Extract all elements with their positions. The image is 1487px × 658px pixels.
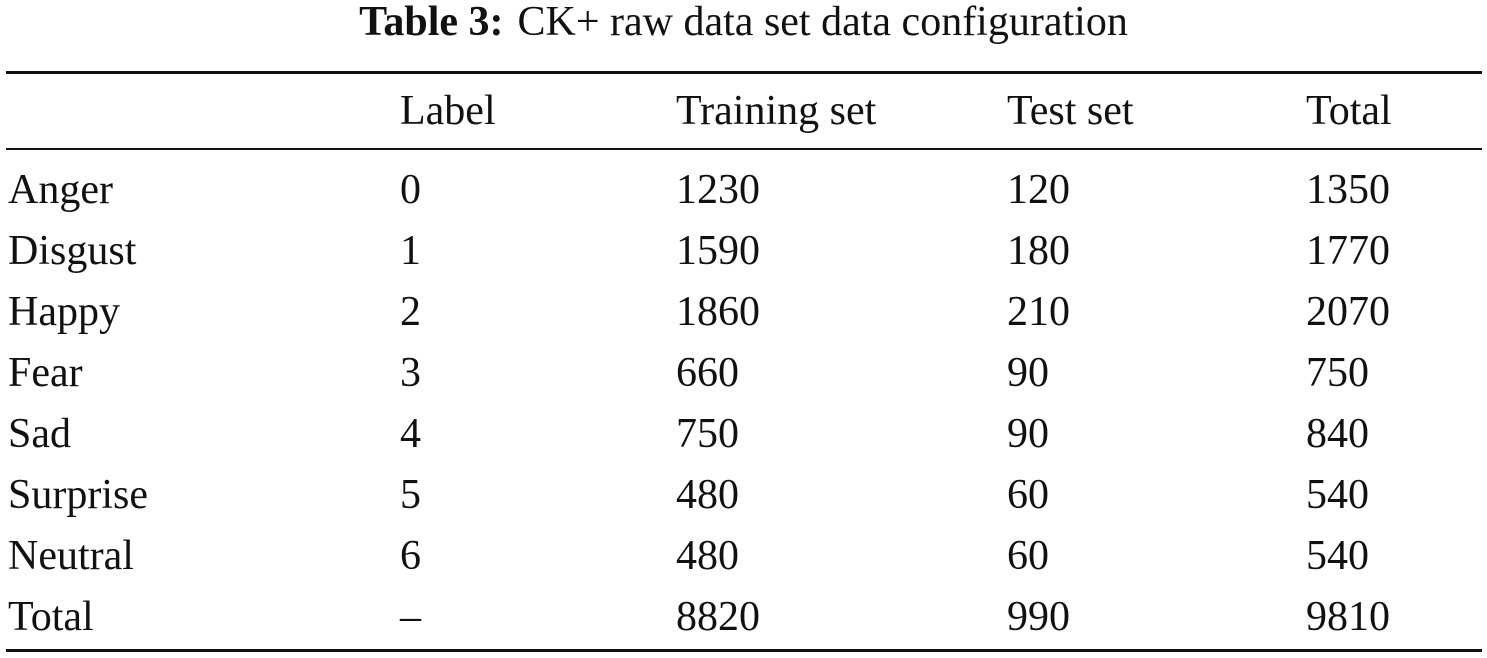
row-label: Happy xyxy=(8,289,120,335)
row-label: Surprise xyxy=(8,472,148,518)
table-cell: 2070 xyxy=(1306,289,1390,335)
row-label: Fear xyxy=(8,350,83,396)
header-cell: Label xyxy=(400,88,496,134)
table-cell: 180 xyxy=(1007,228,1070,274)
table-cell: 990 xyxy=(1007,594,1070,640)
table-cell: 1860 xyxy=(676,289,760,335)
top-rule xyxy=(6,71,1482,74)
table-cell: 750 xyxy=(1306,350,1369,396)
caption-label: Table 3: xyxy=(359,0,504,45)
table-cell: 90 xyxy=(1007,411,1049,457)
table-cell: 540 xyxy=(1306,472,1369,518)
table-cell: 8820 xyxy=(676,594,760,640)
table-cell: 4 xyxy=(400,411,421,457)
mid-rule xyxy=(6,148,1482,150)
table-cell: 60 xyxy=(1007,472,1049,518)
header-cell: Test set xyxy=(1007,88,1134,134)
row-label: Sad xyxy=(8,411,71,457)
caption: Table 3: CK+ raw data set data configurat… xyxy=(0,0,1487,44)
table-cell: 60 xyxy=(1007,533,1049,579)
table-cell: 1770 xyxy=(1306,228,1390,274)
table-cell: 480 xyxy=(676,533,739,579)
row-label: Total xyxy=(8,594,94,640)
table-cell: 210 xyxy=(1007,289,1070,335)
table-cell: 750 xyxy=(676,411,739,457)
table-cell: 660 xyxy=(676,350,739,396)
row-label: Anger xyxy=(8,167,113,213)
table-cell: – xyxy=(400,594,421,640)
bottom-rule xyxy=(6,649,1482,652)
table-cell: 1590 xyxy=(676,228,760,274)
table-cell: 540 xyxy=(1306,533,1369,579)
table-cell: 6 xyxy=(400,533,421,579)
table-cell: 1230 xyxy=(676,167,760,213)
table-cell: 5 xyxy=(400,472,421,518)
row-label: Disgust xyxy=(8,228,137,274)
caption-text: CK+ raw data set data configuration xyxy=(517,0,1128,45)
header-cell: Training set xyxy=(676,88,877,134)
row-label: Neutral xyxy=(8,533,134,579)
table-cell: 3 xyxy=(400,350,421,396)
table-cell: 480 xyxy=(676,472,739,518)
table-cell: 1 xyxy=(400,228,421,274)
table-cell: 840 xyxy=(1306,411,1369,457)
header-cell: Total xyxy=(1306,88,1392,134)
table-cell: 9810 xyxy=(1306,594,1390,640)
table-cell: 90 xyxy=(1007,350,1049,396)
table-cell: 120 xyxy=(1007,167,1070,213)
table-cell: 0 xyxy=(400,167,421,213)
table-cell: 1350 xyxy=(1306,167,1390,213)
table-cell: 2 xyxy=(400,289,421,335)
